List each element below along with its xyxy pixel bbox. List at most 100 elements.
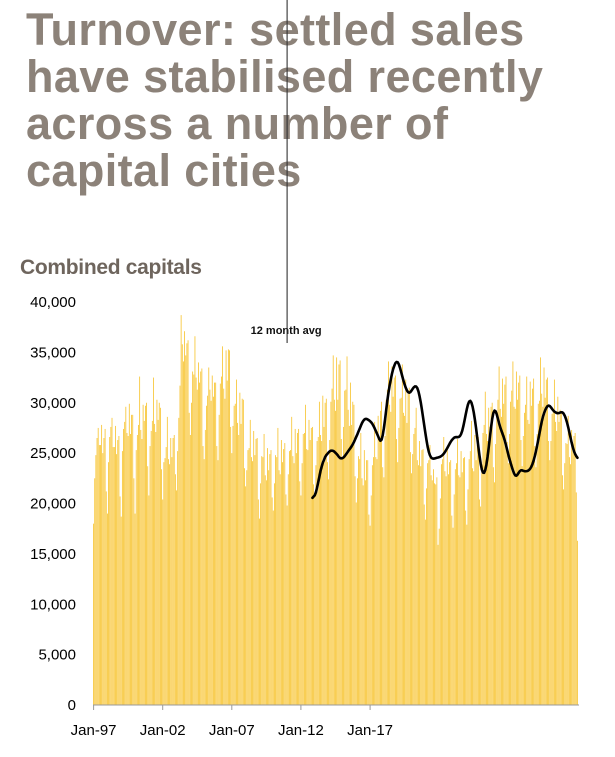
bar [132,414,134,705]
bar [194,336,196,705]
bar [571,429,573,705]
annotation-label: 12 month avg [251,325,322,337]
bar [479,499,480,705]
bar [548,441,550,705]
bar [529,381,531,705]
bar [185,355,187,705]
bar [509,433,510,705]
bar [354,476,356,705]
bar [133,478,135,705]
bar [413,433,415,705]
bar [188,412,190,705]
bar [252,461,253,705]
bar [126,432,128,705]
bar [398,427,400,705]
bar [371,465,373,705]
bar [104,428,106,705]
bar [253,430,255,705]
bar [156,399,158,705]
bar [468,459,470,705]
x-tick-label: Jan-17 [347,722,393,739]
bar [320,434,321,705]
bar [263,433,265,705]
bar [355,502,357,705]
bar [427,463,429,705]
bar [374,421,376,705]
bar [166,416,168,705]
bar [125,406,127,705]
bar [139,376,141,705]
bar [380,410,381,705]
bar [385,399,387,705]
bar [399,398,401,705]
bar [511,390,513,705]
bar [105,491,107,705]
bar [530,405,532,705]
bar [173,434,175,705]
bar [396,439,397,705]
bar [196,389,198,705]
title-line: across a number of [26,98,449,149]
bar [506,442,508,705]
bar [383,477,385,705]
bar [414,427,416,705]
avg-line [311,360,579,500]
bar [490,406,492,705]
bar [142,404,144,705]
bar [500,416,502,705]
bar [282,462,283,705]
bar [403,412,404,705]
bar [267,448,268,705]
bar [261,456,263,705]
bar [153,377,154,705]
bar [265,480,267,705]
bar [445,476,447,705]
bar [287,474,289,705]
bar [171,457,173,705]
bar [537,403,539,705]
bar [128,403,130,705]
bar [458,475,460,705]
bar [240,423,242,705]
bar [195,377,197,705]
bar [505,376,507,705]
bar [163,462,165,705]
bar [407,393,409,705]
bar [393,377,395,705]
bar [382,467,384,705]
bar [541,393,543,705]
bar [553,379,555,705]
bar [353,404,355,705]
bar [270,450,272,705]
bar [446,447,448,705]
bar [323,426,325,705]
bar [449,462,450,705]
bar [135,450,137,705]
bar [121,451,123,705]
bar [159,407,161,705]
bar [565,443,567,705]
bar [495,444,497,705]
bar [528,423,530,705]
bar [315,465,317,705]
bar [284,443,286,705]
bar [333,399,335,705]
bar [533,378,535,705]
bar [208,367,210,705]
bar [117,440,119,705]
bar [525,404,526,705]
bar [431,480,433,705]
bar [245,486,247,705]
bar [111,417,113,705]
bar [113,447,115,705]
bar [400,397,402,705]
bar [391,366,393,705]
bar [366,460,367,705]
bar [278,470,280,705]
bar [145,405,146,705]
bar [325,398,327,705]
bar [241,398,243,705]
bar [233,405,235,705]
bar [164,458,166,705]
bar [456,463,457,705]
